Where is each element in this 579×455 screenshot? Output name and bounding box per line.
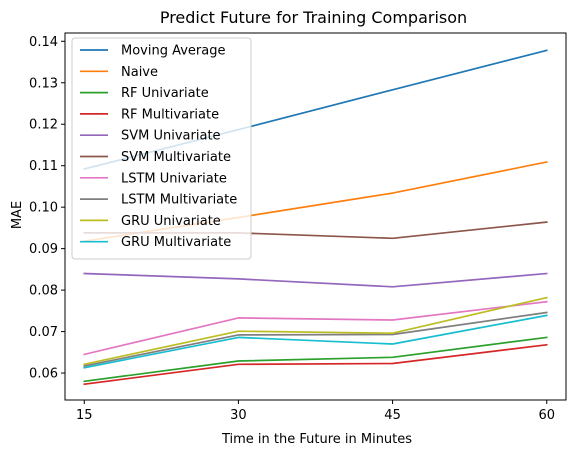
series-line-4 <box>83 272 548 288</box>
legend: Moving Average Naive RF Univariate RF Multi… <box>71 37 252 260</box>
series-line-7 <box>83 311 548 368</box>
y-tick-label: 0.13 <box>29 76 58 91</box>
x-axis-label: Time in the Future in Minutes <box>221 432 412 447</box>
plot-lines <box>83 49 548 386</box>
y-tick-label: 0.07 <box>29 325 58 340</box>
legend-box <box>71 37 252 260</box>
y-tick-label: 0.06 <box>29 367 58 382</box>
chart-title: Predict Future for Training Comparison <box>160 8 467 27</box>
y-tick-label: 0.11 <box>29 159 58 174</box>
x-tick-label: 60 <box>538 408 555 423</box>
x-tick-label: 30 <box>230 408 247 423</box>
legend-label-3: RF Multivariate <box>121 107 219 122</box>
axes: 15 30 45 60 0.06 0.07 0.08 0.09 0.10 0.11 0.12 0.13… <box>29 32 567 423</box>
legend-label-0: Moving Average <box>121 44 225 59</box>
y-tick-label: 0.10 <box>29 201 58 216</box>
legend-label-4: SVM Univariate <box>121 129 221 144</box>
legend-label-8: GRU Univariate <box>121 214 221 229</box>
legend-label-6: LSTM Univariate <box>121 171 227 186</box>
legend-label-2: RF Univariate <box>121 86 209 101</box>
series-line-2 <box>83 336 548 383</box>
y-tick-label: 0.09 <box>29 242 58 257</box>
series-line-3 <box>83 343 548 386</box>
legend-label-9: GRU Multivariate <box>121 235 231 250</box>
legend-label-7: LSTM Multivariate <box>121 193 237 208</box>
legend-label-5: SVM Multivariate <box>121 150 231 165</box>
legend-label-1: Naive <box>121 65 158 80</box>
y-tick-label: 0.12 <box>29 118 58 133</box>
x-tick-label: 45 <box>384 408 401 423</box>
y-tick-label: 0.08 <box>29 284 58 299</box>
series-line-6 <box>83 300 548 356</box>
y-tick-label: 0.14 <box>29 35 58 50</box>
series-line-9 <box>83 314 548 369</box>
x-tick-label: 15 <box>76 408 93 423</box>
plot-frame <box>64 32 567 401</box>
y-axis-label: MAE <box>10 201 25 229</box>
series-line-8 <box>83 296 548 366</box>
